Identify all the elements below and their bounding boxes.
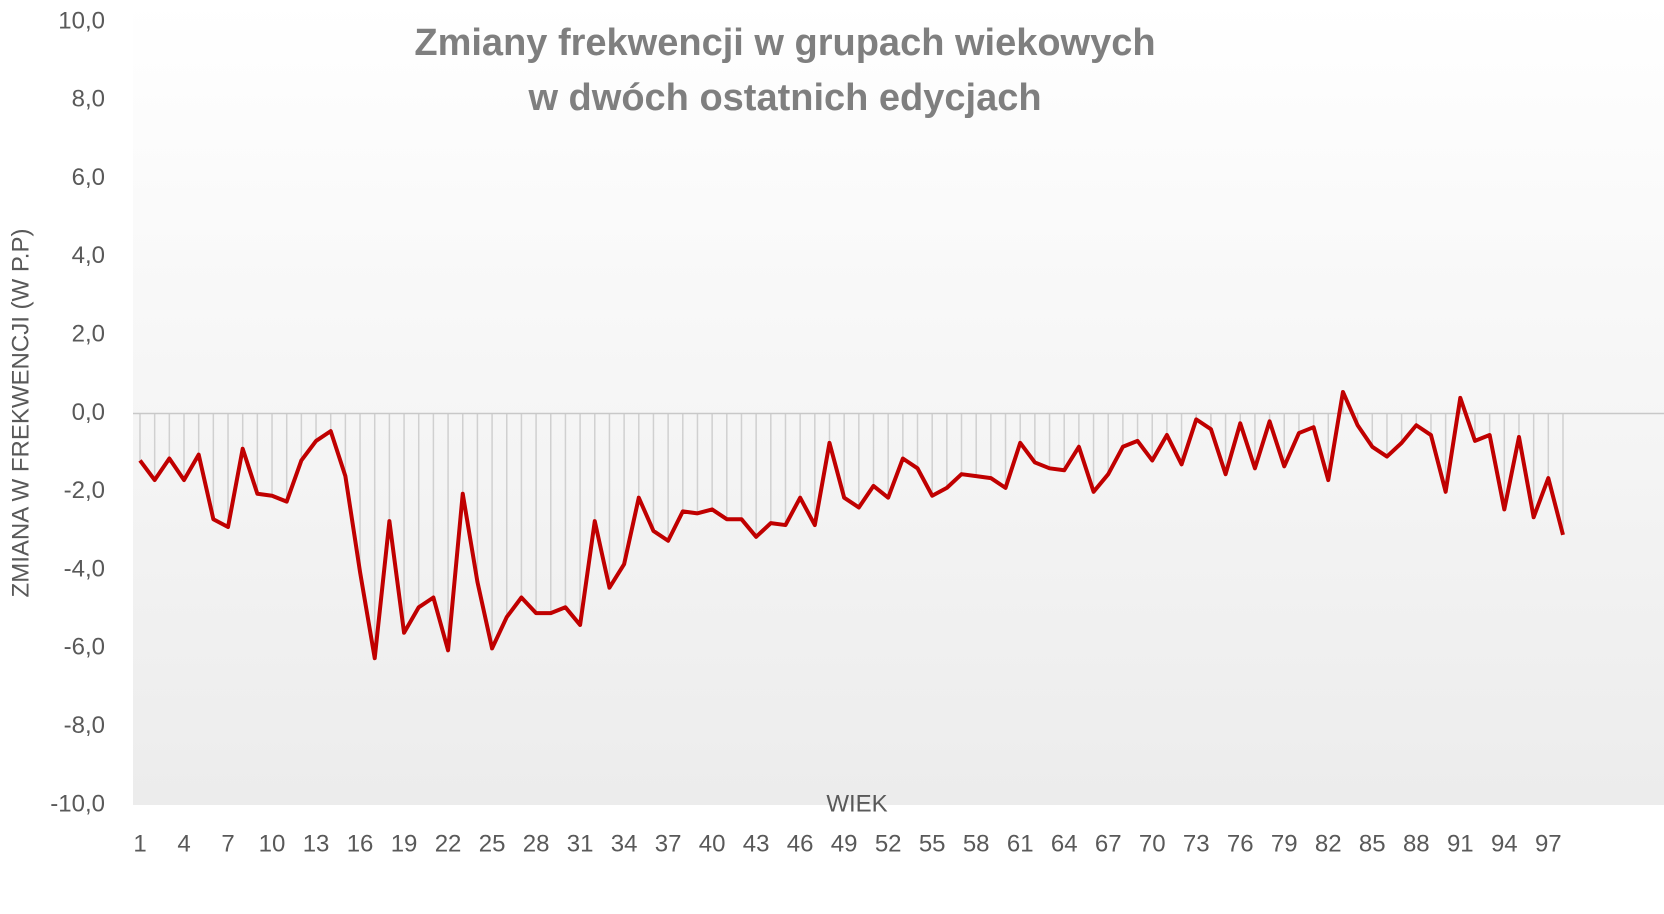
x-tick-label: 79 [1271, 830, 1298, 857]
x-tick-label: 40 [699, 830, 726, 857]
x-tick-label: 61 [1007, 830, 1034, 857]
x-tick-label: 82 [1315, 830, 1342, 857]
x-tick-label: 10 [259, 830, 286, 857]
y-tick-label: 8,0 [72, 86, 105, 113]
x-tick-label: 43 [743, 830, 770, 857]
x-tick-label: 46 [787, 830, 814, 857]
y-tick-label: 4,0 [72, 242, 105, 269]
y-tick-label: -10,0 [50, 790, 105, 817]
y-tick-label: 0,0 [72, 399, 105, 426]
plot-background [133, 0, 1664, 805]
x-tick-label: 73 [1183, 830, 1210, 857]
x-tick-label: 91 [1447, 830, 1474, 857]
x-tick-label: 52 [875, 830, 902, 857]
x-tick-label: 58 [963, 830, 990, 857]
x-tick-label: 55 [919, 830, 946, 857]
y-tick-label: -8,0 [64, 712, 105, 739]
x-tick-label: 88 [1403, 830, 1430, 857]
chart-title: Zmiany frekwencji w grupach wiekowych [414, 22, 1155, 64]
y-tick-label: -6,0 [64, 634, 105, 661]
y-tick-label: 10,0 [58, 7, 105, 34]
x-tick-label: 34 [611, 830, 638, 857]
y-tick-label: 2,0 [72, 321, 105, 348]
x-tick-label: 97 [1535, 830, 1562, 857]
x-tick-label: 16 [347, 830, 374, 857]
x-tick-label: 22 [435, 830, 462, 857]
x-tick-label: 67 [1095, 830, 1122, 857]
chart-title: w dwóch ostatnich edycjach [527, 77, 1041, 119]
x-tick-label: 76 [1227, 830, 1254, 857]
x-tick-label: 64 [1051, 830, 1078, 857]
x-tick-label: 28 [523, 830, 550, 857]
x-tick-label: 49 [831, 830, 858, 857]
x-tick-label: 85 [1359, 830, 1386, 857]
y-tick-label: -2,0 [64, 477, 105, 504]
x-tick-label: 4 [177, 830, 190, 857]
x-tick-label: 13 [303, 830, 330, 857]
data-line [138, 389, 1565, 661]
y-axis-title: ZMIANA W FREKWENCJI (W P.P) [7, 229, 34, 598]
x-tick-label: 37 [655, 830, 682, 857]
x-tick-label: 7 [221, 830, 234, 857]
x-tick-label: 70 [1139, 830, 1166, 857]
x-tick-label: 94 [1491, 830, 1518, 857]
x-tick-label: 31 [567, 830, 594, 857]
x-tick-label: 25 [479, 830, 506, 857]
x-tick-label: 19 [391, 830, 418, 857]
y-tick-label: -4,0 [64, 555, 105, 582]
y-tick-label: 6,0 [72, 164, 105, 191]
x-axis-title: WIEK [826, 790, 887, 817]
x-tick-label: 1 [133, 830, 146, 857]
